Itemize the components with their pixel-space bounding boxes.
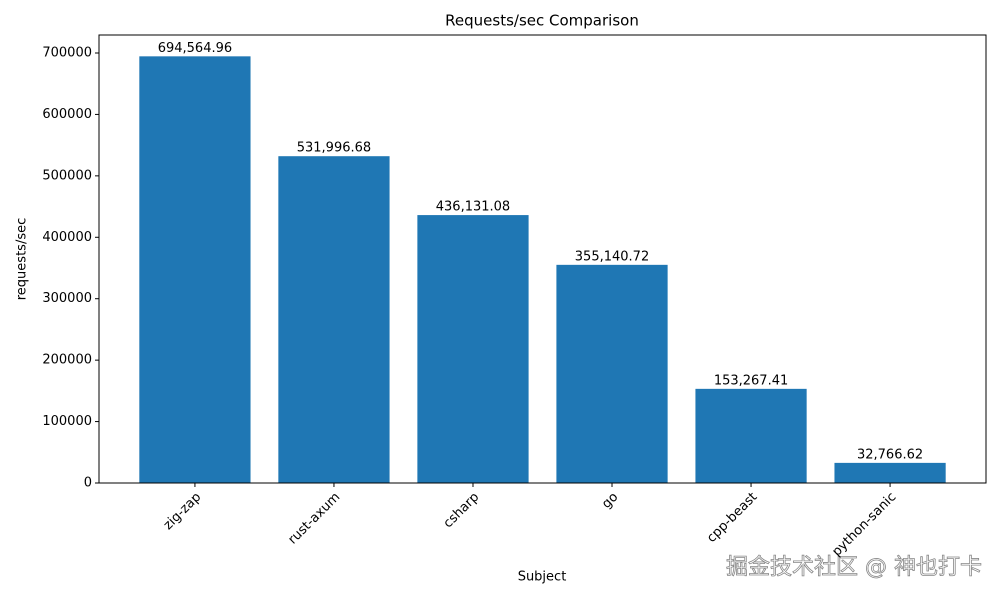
value-label: 694,564.96	[158, 41, 232, 56]
plot-frame	[98, 34, 987, 484]
chart-title: Requests/sec Comparison	[445, 12, 639, 30]
bar	[834, 462, 946, 483]
y-tick-label: 600000	[42, 107, 92, 122]
bar	[278, 156, 390, 484]
bar	[695, 388, 807, 483]
y-tick-label: 400000	[42, 230, 92, 245]
value-label: 153,267.41	[714, 373, 788, 388]
x-axis-label: Subject	[518, 570, 567, 585]
bar	[556, 264, 668, 483]
watermark: 掘金技术社区 @ 神也打卡	[726, 555, 982, 580]
bar	[417, 215, 529, 483]
y-tick-label: 500000	[42, 168, 92, 183]
y-axis-label: requests/sec	[15, 218, 30, 301]
y-tick-label: 700000	[42, 45, 92, 60]
value-label: 355,140.72	[575, 249, 649, 264]
y-tick-label: 100000	[42, 414, 92, 429]
y-tick-label: 200000	[42, 353, 92, 368]
y-tick-label: 0	[84, 476, 92, 491]
value-label: 531,996.68	[297, 141, 371, 156]
value-label: 32,766.62	[857, 447, 923, 462]
bar	[139, 56, 251, 484]
value-label: 436,131.08	[436, 200, 510, 215]
y-tick-label: 300000	[42, 291, 92, 306]
